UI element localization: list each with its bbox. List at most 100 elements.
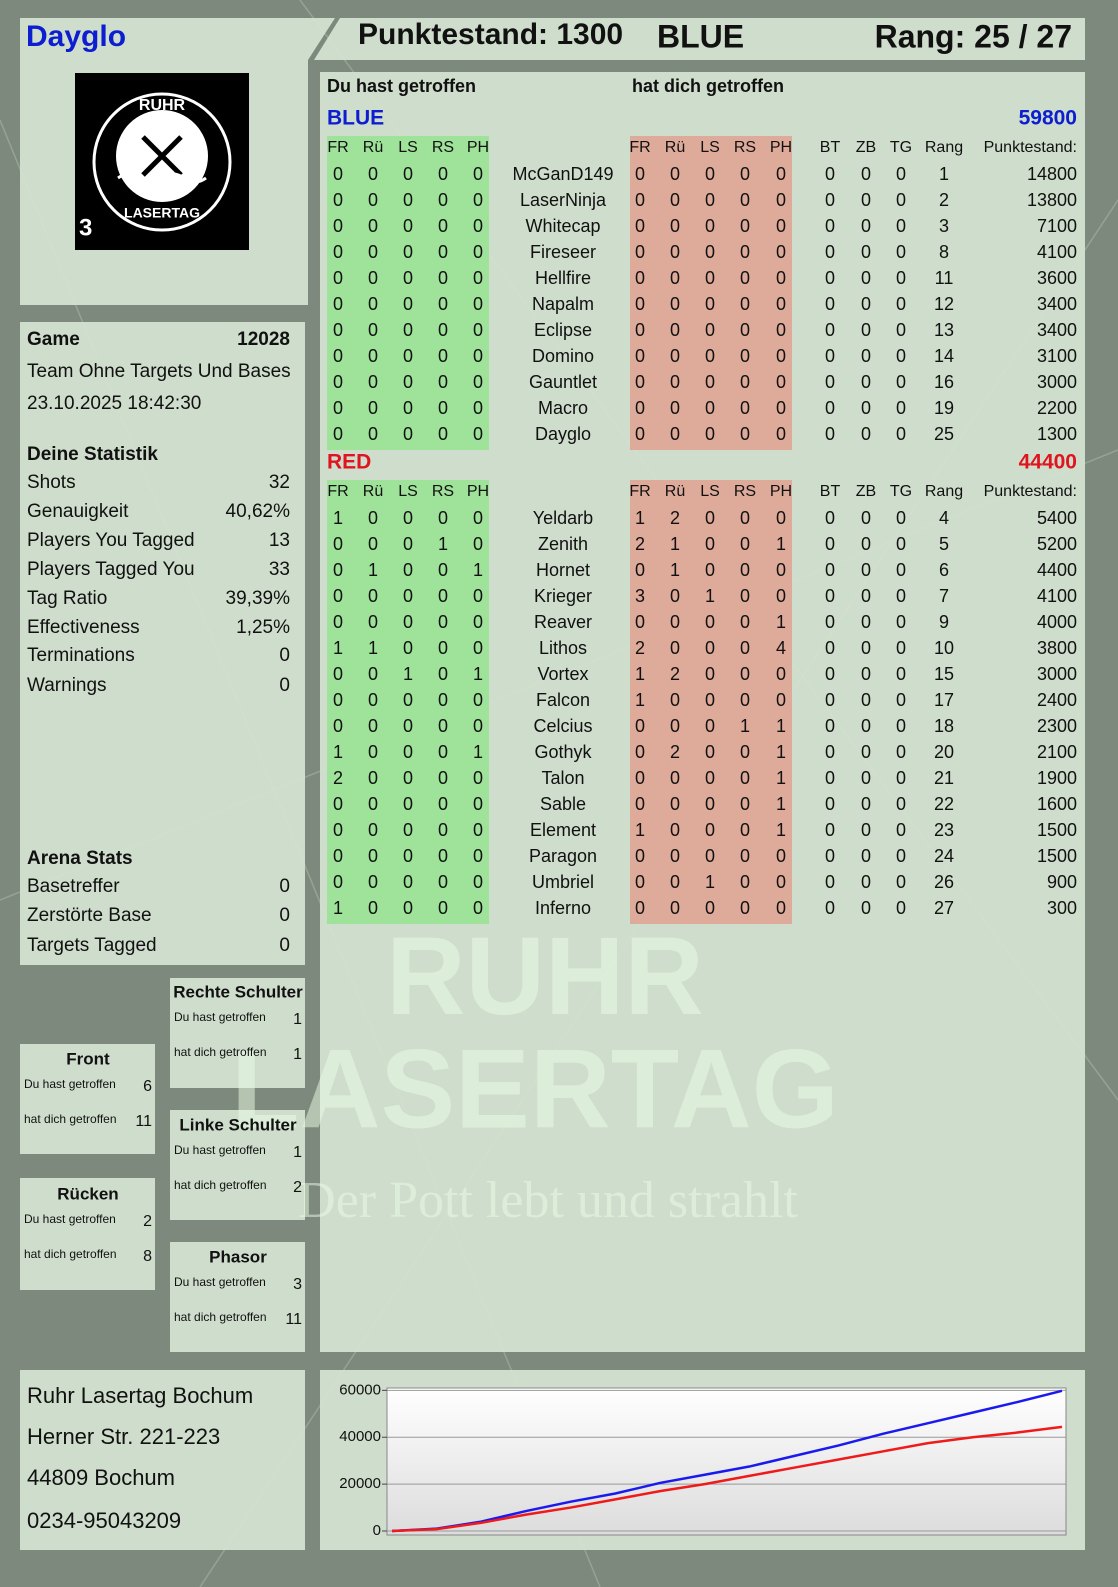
player-name: Napalm — [532, 294, 594, 314]
got-cell: 0 — [705, 164, 715, 184]
zone-label: hat dich getroffen — [174, 1045, 267, 1059]
hit-cell: 0 — [438, 164, 448, 184]
hit-cell: 1 — [333, 508, 343, 528]
extra-cell: 0 — [896, 398, 906, 418]
arena-label: Zerstörte Base — [27, 905, 152, 926]
hit-cell: 1 — [473, 664, 483, 684]
hit-cell: 0 — [333, 534, 343, 554]
stat-value: 0 — [279, 645, 290, 666]
extra-cell: 5400 — [1037, 508, 1077, 528]
hit-cell: 0 — [403, 398, 413, 418]
extra-cell: 0 — [825, 320, 835, 340]
extra-cell: 17 — [934, 690, 954, 710]
got-cell: 0 — [740, 768, 750, 788]
extra-cell: 0 — [896, 216, 906, 236]
extra-cell: 23 — [934, 820, 954, 840]
column-header: BT — [820, 483, 841, 500]
got-heading: hat dich getroffen — [632, 76, 784, 96]
hit-cell: 0 — [438, 898, 448, 918]
hit-cell: 0 — [438, 294, 448, 314]
got-cell: 0 — [670, 846, 680, 866]
hit-cell: 0 — [438, 372, 448, 392]
got-cell: 0 — [776, 294, 786, 314]
got-cell: 0 — [740, 424, 750, 444]
hit-cell: 0 — [473, 794, 483, 814]
extra-cell: 2 — [939, 190, 949, 210]
extra-cell: 0 — [825, 294, 835, 314]
hit-cell: 0 — [368, 872, 378, 892]
hit-cell: 0 — [473, 846, 483, 866]
player-name: Falcon — [536, 690, 590, 710]
extra-cell: 0 — [861, 742, 871, 762]
got-cell: 0 — [740, 346, 750, 366]
got-cell: 0 — [740, 742, 750, 762]
player-name: Fireseer — [530, 242, 596, 262]
got-cell: 0 — [670, 268, 680, 288]
player-name: Gauntlet — [529, 372, 597, 392]
extra-cell: 0 — [825, 716, 835, 736]
extra-cell: 1300 — [1037, 424, 1077, 444]
extra-cell: 4100 — [1037, 586, 1077, 606]
hit-cell: 0 — [403, 216, 413, 236]
hit-cell: 0 — [403, 424, 413, 444]
got-cell: 0 — [776, 846, 786, 866]
extra-cell: 0 — [896, 294, 906, 314]
got-cell: 0 — [740, 664, 750, 684]
arena-value: 0 — [279, 876, 290, 897]
extra-cell: 0 — [896, 638, 906, 658]
extra-cell: 0 — [896, 242, 906, 262]
stat-value: 0 — [279, 675, 290, 696]
got-cell: 0 — [740, 190, 750, 210]
player-rank: Rang: 25 / 27 — [875, 18, 1072, 54]
extra-cell: 26 — [934, 872, 954, 892]
hit-cell: 0 — [473, 164, 483, 184]
got-cell: 1 — [635, 690, 645, 710]
extra-cell: 0 — [825, 690, 835, 710]
got-cell: 0 — [635, 346, 645, 366]
hit-cell: 1 — [368, 560, 378, 580]
extra-cell: 13800 — [1027, 190, 1077, 210]
extra-cell: 21 — [934, 768, 954, 788]
zone-label: Du hast getroffen — [24, 1212, 116, 1226]
got-cell: 0 — [740, 268, 750, 288]
got-cell: 0 — [705, 664, 715, 684]
got-cell: 1 — [776, 820, 786, 840]
arena-value: 0 — [279, 935, 290, 956]
got-cell: 0 — [740, 372, 750, 392]
zone-value: 2 — [293, 1179, 302, 1196]
hit-cell: 0 — [403, 508, 413, 528]
hit-cell: 0 — [438, 242, 448, 262]
y-tick-label: 20000 — [339, 1475, 381, 1492]
got-cell: 0 — [705, 216, 715, 236]
hit-cell: 0 — [403, 690, 413, 710]
zone-title: Linke Schulter — [179, 1115, 297, 1134]
extra-cell: 0 — [896, 424, 906, 444]
column-header: FR — [629, 483, 650, 500]
hit-cell: 0 — [438, 508, 448, 528]
hit-cell: 0 — [473, 898, 483, 918]
got-cell: 0 — [705, 846, 715, 866]
stat-value: 13 — [269, 530, 290, 551]
extra-cell: 0 — [825, 768, 835, 788]
got-cell: 1 — [776, 768, 786, 788]
column-header: Rang — [925, 483, 963, 500]
hit-cell: 0 — [368, 768, 378, 788]
extra-cell: 2100 — [1037, 742, 1077, 762]
zone-label: hat dich getroffen — [174, 1310, 267, 1324]
got-cell: 0 — [635, 612, 645, 632]
extra-cell: 0 — [861, 872, 871, 892]
hit-cell: 0 — [438, 638, 448, 658]
got-cell: 0 — [740, 508, 750, 528]
hit-cell: 0 — [403, 586, 413, 606]
extra-cell: 3800 — [1037, 638, 1077, 658]
got-cell: 0 — [705, 424, 715, 444]
extra-cell: 0 — [825, 846, 835, 866]
got-cell: 0 — [635, 898, 645, 918]
hit-cell: 0 — [368, 242, 378, 262]
game-mode: Team Ohne Targets Und Bases — [27, 361, 291, 382]
zone-value: 1 — [293, 1144, 302, 1161]
extra-cell: 9 — [939, 612, 949, 632]
extra-cell: 0 — [861, 768, 871, 788]
got-cell: 0 — [705, 742, 715, 762]
